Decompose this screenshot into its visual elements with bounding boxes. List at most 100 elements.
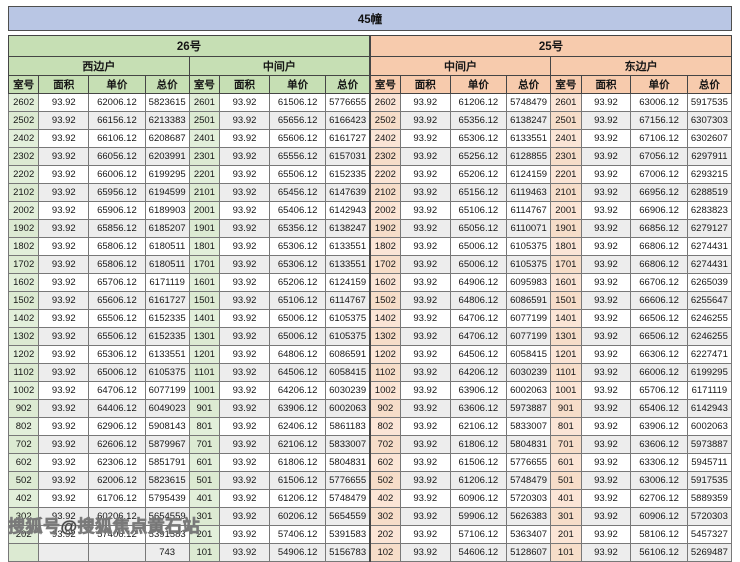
column-header: 单价 [88, 75, 146, 94]
price-table-body: 2602 93.92 62006.12 5823615 2601 93.92 61506.1… [7, 93, 733, 562]
unit-price-cell: 66006.12 [88, 165, 146, 184]
unit-price-cell: 66806.12 [630, 255, 688, 274]
unit-price-cell: 57406.12 [268, 525, 327, 544]
total-price-cell: 6030239 [325, 381, 371, 400]
unit-price-cell: 64706.12 [449, 327, 508, 346]
room-cell: 602 [7, 453, 40, 472]
area-cell: 93.92 [399, 183, 451, 202]
area-cell: 93.92 [219, 327, 270, 346]
area-cell: 93.92 [219, 435, 270, 454]
table-row: 802 93.92 62906.12 5908143 801 93.92 62406.12 5… [7, 417, 733, 436]
unit-price-cell: 54606.12 [449, 543, 508, 562]
total-price-cell: 6105375 [506, 255, 552, 274]
area-cell: 93.92 [219, 291, 270, 310]
unit-price-cell: 65006.12 [449, 237, 508, 256]
total-price-cell: 5879967 [144, 435, 190, 454]
area-cell: 93.92 [399, 291, 451, 310]
area-cell: 93.92 [38, 471, 90, 490]
room-cell: 901 [550, 399, 582, 418]
table-row: 1902 93.92 65856.12 6185207 1901 93.92 65356.1… [7, 219, 733, 238]
unit-price-cell: 63906.12 [268, 399, 327, 418]
table-row: 2402 93.92 66106.12 6208687 2401 93.92 65606.1… [7, 129, 733, 148]
total-price-cell: 5833007 [506, 417, 552, 436]
table-row: 502 93.92 62006.12 5823615 501 93.92 61506.12 5… [7, 471, 733, 490]
unit-price-cell: 65606.12 [268, 129, 327, 148]
area-cell: 93.92 [580, 129, 632, 148]
column-header: 室号 [368, 75, 401, 94]
column-header: 单价 [630, 75, 688, 94]
column-header: 总价 [506, 75, 552, 94]
total-price-cell: 5391583 [325, 525, 371, 544]
room-cell: 1102 [7, 363, 40, 382]
area-cell: 93.92 [38, 93, 90, 112]
area-cell: 93.92 [219, 543, 270, 562]
table-row: 2202 93.92 66006.12 6199295 2201 93.92 65506.1… [7, 165, 733, 184]
column-header: 总价 [686, 75, 733, 94]
total-price-cell: 6077199 [506, 309, 552, 328]
price-sheet: 45幢 26号 25号 西边户 中间户 中间户 东边户 室号 面积 单价 总价 室号 面积… [7, 6, 733, 562]
unit-price-cell: 66306.12 [630, 345, 688, 364]
total-price-cell: 5654559 [325, 507, 371, 526]
area-cell: 93.92 [219, 381, 270, 400]
room-cell: 101 [550, 543, 582, 562]
room-cell: 701 [550, 435, 582, 454]
unit-price-cell: 60206.12 [268, 507, 327, 526]
unit-price-cell: 64706.12 [449, 309, 508, 328]
total-price-cell: 5720303 [686, 507, 733, 526]
area-cell: 93.92 [219, 471, 270, 490]
total-price-cell: 6133551 [506, 129, 552, 148]
total-price-cell: 6142943 [686, 399, 733, 418]
total-price-cell: 6246255 [686, 309, 733, 328]
unit-price-cell: 65456.12 [268, 183, 327, 202]
room-cell: 201 [188, 525, 221, 544]
area-cell: 93.92 [219, 363, 270, 382]
unit-price-cell: 66706.12 [630, 273, 688, 292]
total-price-cell: 6199295 [144, 165, 190, 184]
area-cell: 93.92 [38, 327, 90, 346]
total-price-cell: 5626383 [506, 507, 552, 526]
column-header: 室号 [7, 75, 40, 94]
total-price-cell: 6086591 [325, 345, 371, 364]
room-cell: 1302 [7, 327, 40, 346]
unit-price-cell: 66506.12 [630, 309, 688, 328]
room-cell: 2002 [7, 201, 40, 220]
area-cell: 93.92 [38, 381, 90, 400]
room-cell: 202 [368, 525, 401, 544]
unit-price-cell: 62406.12 [268, 417, 327, 436]
room-cell: 2501 [550, 111, 582, 130]
room-cell: 2102 [368, 183, 401, 202]
room-cell: 301 [188, 507, 221, 526]
unit-price-cell: 65806.12 [88, 255, 146, 274]
area-cell: 93.92 [219, 183, 270, 202]
area-cell: 93.92 [219, 201, 270, 220]
room-cell: 902 [368, 399, 401, 418]
total-price-cell: 6265039 [686, 273, 733, 292]
room-cell: 1801 [550, 237, 582, 256]
room-cell: 601 [188, 453, 221, 472]
unit-price-cell: 64206.12 [449, 363, 508, 382]
room-cell: 1201 [188, 345, 221, 364]
unit-price-cell: 66006.12 [630, 363, 688, 382]
unit-price-cell: 54906.12 [268, 543, 327, 562]
unit-price-cell: 65706.12 [630, 381, 688, 400]
unit-price-cell: 65406.12 [268, 201, 327, 220]
area-cell: 93.92 [580, 327, 632, 346]
unit-price-cell: 65006.12 [268, 327, 327, 346]
building-banner: 45幢 [8, 6, 732, 31]
total-price-cell: 6283823 [686, 201, 733, 220]
unit-side-header-row: 西边户 中间户 中间户 东边户 [8, 56, 732, 76]
unit-price-cell: 65106.12 [449, 201, 508, 220]
room-cell: 1301 [550, 327, 582, 346]
room-cell: 1701 [550, 255, 582, 274]
area-cell: 93.92 [580, 471, 632, 490]
total-price-cell: 6189903 [144, 201, 190, 220]
room-cell: 501 [550, 471, 582, 490]
total-price-cell: 6049023 [144, 399, 190, 418]
total-price-cell: 5795439 [144, 489, 190, 508]
room-cell: 1202 [368, 345, 401, 364]
area-cell: 93.92 [219, 93, 270, 112]
room-cell: 1502 [7, 291, 40, 310]
unit-price-cell: 65506.12 [268, 165, 327, 184]
total-price-cell: 5945711 [686, 453, 733, 472]
total-price-cell: 6105375 [506, 237, 552, 256]
